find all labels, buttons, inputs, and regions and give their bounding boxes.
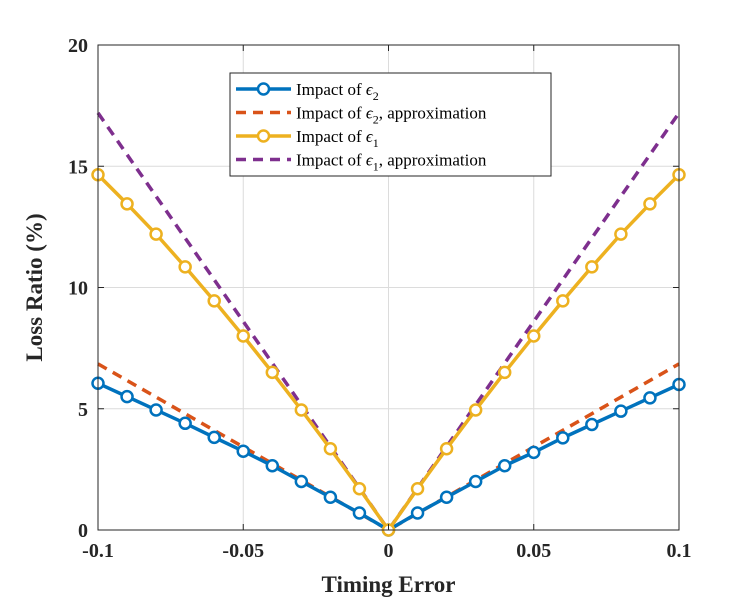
y-tick-label: 10: [68, 278, 88, 300]
series-marker-0: [614, 404, 628, 418]
x-tick-label: 0.05: [516, 540, 551, 562]
legend-label-main: Impact of: [296, 80, 366, 99]
series-marker-2: [585, 260, 599, 274]
series-marker-0: [468, 474, 483, 489]
x-tick-label: -0.05: [222, 540, 264, 562]
series-marker-0: [207, 430, 221, 445]
x-axis-title: Timing Error: [322, 572, 456, 597]
series-marker-2: [294, 403, 309, 417]
series-marker-2: [410, 482, 425, 496]
legend-label-subscript: 2: [373, 113, 379, 127]
series-marker-0: [527, 445, 541, 460]
series-marker-0: [120, 389, 134, 404]
legend-label-2: Impact of ϵ1: [296, 127, 379, 150]
legend-label-subscript: 2: [373, 89, 379, 103]
series-marker-0: [265, 458, 280, 473]
series-marker-2: [323, 442, 338, 456]
y-tick-label: 5: [78, 399, 88, 421]
series-marker-2: [120, 197, 134, 211]
y-tick-label: 15: [68, 156, 88, 178]
series-marker-0: [410, 506, 425, 520]
legend-label-symbol: ϵ: [366, 104, 374, 123]
series-marker-0: [585, 417, 599, 432]
series-marker-2: [614, 227, 628, 241]
legend-label-1: Impact of ϵ2, approximation: [296, 104, 487, 127]
legend-label-subscript: 1: [373, 136, 379, 150]
y-tick-label: 20: [68, 35, 88, 57]
series-marker-2: [149, 227, 163, 241]
legend-label-symbol: ϵ: [366, 151, 374, 170]
series-marker-2: [527, 329, 541, 343]
legend-label-main: Impact of: [296, 151, 366, 170]
series-marker-2: [643, 197, 657, 211]
y-tick-label: 0: [78, 520, 88, 542]
series-marker-0: [643, 391, 657, 405]
series-marker-0: [236, 444, 250, 458]
legend-marker-0: [256, 82, 271, 96]
x-tick-label: -0.1: [82, 540, 114, 562]
y-axis-title: Loss Ratio (%): [22, 213, 47, 361]
x-tick-label: 0: [384, 540, 394, 562]
series-marker-0: [352, 506, 367, 520]
series-marker-2: [207, 294, 221, 308]
legend-label-main: Impact of: [296, 104, 366, 123]
series-marker-2: [556, 294, 570, 308]
legend-label-rest: , approximation: [379, 151, 487, 170]
series-marker-2: [439, 442, 454, 456]
series-marker-2: [178, 260, 192, 274]
legend-label-0: Impact of ϵ2: [296, 80, 379, 103]
series-marker-0: [439, 490, 454, 505]
series-marker-2: [265, 365, 280, 380]
series-marker-0: [497, 458, 512, 473]
series-marker-0: [178, 416, 192, 431]
series-marker-0: [149, 403, 163, 417]
legend-label-subscript: 1: [373, 160, 379, 174]
series-line-1: [97, 362, 680, 532]
legend-marker-2: [256, 129, 271, 143]
x-tick-label: 0.1: [667, 540, 692, 562]
series-marker-0: [323, 490, 338, 505]
series-marker-2: [352, 482, 367, 496]
legend-label-main: Impact of: [296, 127, 366, 146]
axis-ticks: -0.1 -0.05 0 0.05 0.1 0 5 10 15 20: [68, 35, 692, 562]
series-marker-2: [236, 329, 250, 343]
legend-label-rest: , approximation: [379, 104, 487, 123]
series-marker-2: [468, 403, 483, 417]
legend-label-symbol: ϵ: [366, 127, 374, 146]
series-marker-0: [556, 431, 570, 445]
legend-label-symbol: ϵ: [366, 80, 374, 99]
series-marker-0: [294, 474, 309, 489]
legend-label-3: Impact of ϵ1, approximation: [296, 151, 487, 174]
series-marker-2: [497, 365, 512, 380]
